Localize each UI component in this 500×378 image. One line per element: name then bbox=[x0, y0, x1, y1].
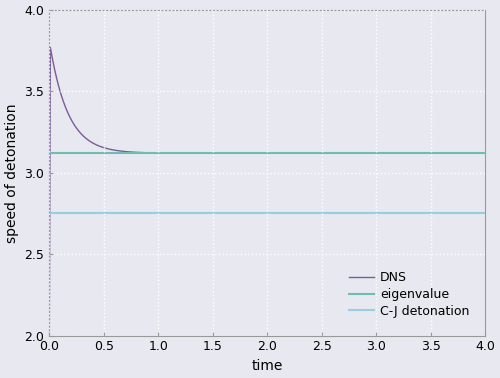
DNS bbox=[48, 45, 54, 50]
Line: DNS: DNS bbox=[50, 48, 485, 336]
DNS bbox=[454, 151, 460, 155]
DNS bbox=[206, 151, 212, 155]
DNS bbox=[133, 150, 139, 155]
Legend: DNS, eigenvalue, C-J detonation: DNS, eigenvalue, C-J detonation bbox=[344, 266, 474, 323]
DNS bbox=[396, 151, 402, 155]
C-J detonation bbox=[46, 211, 52, 216]
DNS bbox=[186, 151, 192, 155]
X-axis label: time: time bbox=[252, 359, 283, 373]
DNS bbox=[300, 151, 306, 155]
eigenvalue bbox=[155, 151, 161, 155]
DNS bbox=[482, 151, 488, 155]
DNS bbox=[46, 333, 52, 338]
eigenvalue bbox=[46, 151, 52, 155]
C-J detonation bbox=[155, 211, 161, 216]
Y-axis label: speed of detonation: speed of detonation bbox=[5, 103, 19, 243]
